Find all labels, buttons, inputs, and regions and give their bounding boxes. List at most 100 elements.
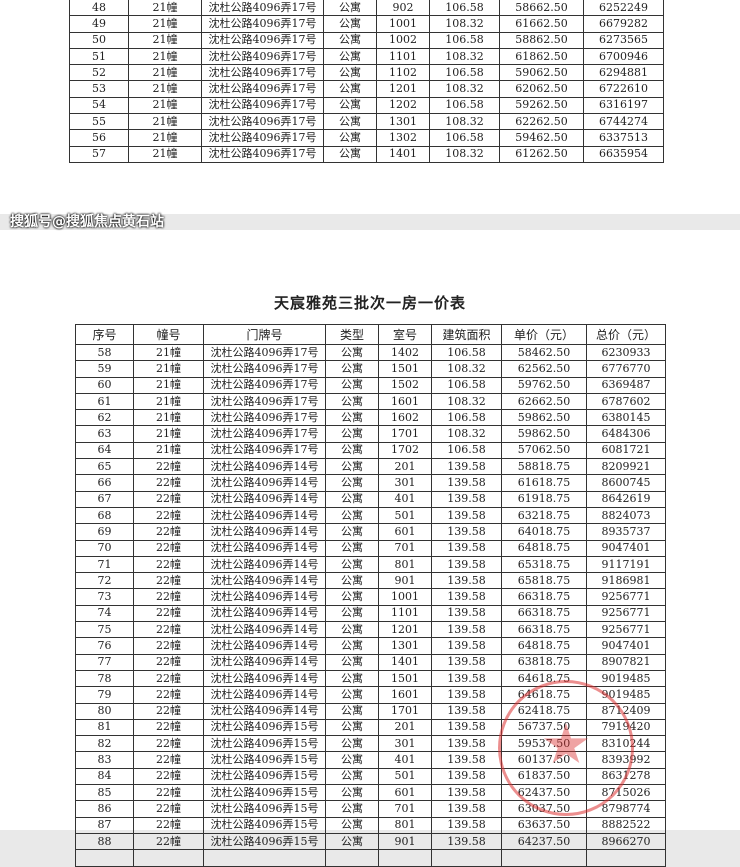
cell-total-price: 6380145 [586,409,666,427]
table-row-partial [75,849,666,867]
cell-room: 801 [378,816,432,834]
table-row: 85 22幢 沈杜公路4096弄15号 公寓 601 139.58 62437.50 8715… [75,784,666,802]
cell-total-price: 6337513 [583,129,664,147]
cell-unit-price: 65818.75 [501,572,587,590]
cell-room: 901 [378,832,432,851]
cell-total-price: 6744274 [583,113,664,131]
cell-area: 139.58 [431,800,502,818]
cell-area: 108.32 [429,80,500,98]
cell-serial: 61 [75,392,134,411]
table-row: 70 22幢 沈杜公路4096弄14号 公寓 701 139.58 64818.75 9047… [75,539,666,557]
cell-total-price: 6230933 [586,343,666,362]
cell-type: 公寓 [325,425,379,443]
cell-total-price: 6316197 [583,96,664,115]
cell-area: 139.58 [431,653,502,671]
price-table-page-2: 序号 幢号 门牌号 类型 室号 建筑面积 单价（元） 总价（元） 58 21幢 沈杜公路4096弄… [75,324,666,867]
cell-address: 沈杜公路4096弄14号 [203,474,326,492]
cell-area: 139.58 [431,604,502,623]
cell-building: 21幢 [128,47,202,66]
cell-room: 1001 [378,588,432,606]
cell-serial: 58 [75,343,134,362]
table-row: 69 22幢 沈杜公路4096弄14号 公寓 601 139.58 64018.75 8935… [75,523,666,541]
cell-type: 公寓 [325,474,379,492]
table-row: 73 22幢 沈杜公路4096弄14号 公寓 1001 139.58 66318.75 925… [75,588,666,606]
cell-serial: 60 [75,376,134,394]
cell-type: 公寓 [323,31,377,49]
cell-room: 201 [378,718,432,737]
cell-empty [378,849,432,867]
cell-type: 公寓 [325,702,379,720]
cell-area: 139.58 [431,458,502,476]
table-row: 58 21幢 沈杜公路4096弄17号 公寓 1402 106.58 58462.50 623… [75,343,666,362]
cell-room: 501 [378,506,432,525]
table-row: 67 22幢 沈杜公路4096弄14号 公寓 401 139.58 61918.75 8642… [75,490,666,508]
cell-serial: 59 [75,360,134,378]
cell-total-price: 8715026 [586,784,666,802]
cell-address: 沈杜公路4096弄17号 [201,64,324,82]
table-row: 78 22幢 沈杜公路4096弄14号 公寓 1501 139.58 64618.75 901… [75,669,666,688]
cell-total-price: 9047401 [586,637,666,655]
cell-total-price: 6635954 [583,145,664,163]
cell-serial: 83 [75,751,134,769]
cell-building: 22幢 [133,767,204,786]
cell-area: 139.58 [431,621,502,639]
table-row: 77 22幢 沈杜公路4096弄14号 公寓 1401 139.58 63818.75 890… [75,653,666,671]
cell-address: 沈杜公路4096弄14号 [203,621,326,639]
cell-unit-price: 59762.50 [501,376,587,394]
cell-unit-price: 61262.50 [499,145,584,163]
cell-serial: 51 [69,47,129,66]
cell-area: 108.32 [429,47,500,66]
cell-room: 902 [376,0,430,17]
header-unit-price: 单价（元） [501,324,587,345]
cell-building: 22幢 [133,735,204,753]
cell-serial: 62 [75,409,134,427]
cell-area: 139.58 [431,686,502,704]
cell-type: 公寓 [325,409,379,427]
cell-building: 22幢 [133,588,204,606]
cell-unit-price: 59062.50 [499,64,584,82]
cell-area: 106.58 [429,129,500,147]
watermark: 搜狐号@搜狐焦点黄石站 [10,214,164,230]
cell-unit-price: 62437.50 [501,784,587,802]
cell-type: 公寓 [325,523,379,541]
table-row: 81 22幢 沈杜公路4096弄15号 公寓 201 139.58 56737.50 7919… [75,718,666,737]
cell-address: 沈杜公路4096弄14号 [203,702,326,720]
cell-type: 公寓 [325,718,379,737]
cell-building: 22幢 [133,800,204,818]
cell-serial: 81 [75,718,134,737]
cell-total-price: 9186981 [586,572,666,590]
cell-room: 301 [378,474,432,492]
cell-address: 沈杜公路4096弄17号 [201,129,324,147]
price-table-page-1: 48 21幢 沈杜公路4096弄17号 公寓 902 106.58 58662.50 6252… [69,0,664,163]
cell-building: 22幢 [133,506,204,525]
cell-room: 1201 [376,80,430,98]
cell-building: 22幢 [133,702,204,720]
cell-unit-price: 66318.75 [501,588,587,606]
cell-area: 106.58 [429,0,500,17]
cell-area: 139.58 [431,669,502,688]
cell-building: 21幢 [133,409,204,427]
cell-address: 沈杜公路4096弄17号 [201,145,324,163]
cell-room: 1301 [376,113,430,131]
cell-type: 公寓 [325,572,379,590]
cell-address: 沈杜公路4096弄14号 [203,669,326,688]
table-row: 72 22幢 沈杜公路4096弄14号 公寓 901 139.58 65818.75 9186… [75,572,666,590]
cell-total-price: 6081721 [586,441,666,460]
table-row: 60 21幢 沈杜公路4096弄17号 公寓 1502 106.58 59762.50 636… [75,376,666,394]
cell-building: 21幢 [128,0,202,17]
cell-building: 22幢 [133,816,204,834]
cell-serial: 49 [69,15,129,33]
cell-empty [431,849,502,867]
cell-total-price: 9256771 [586,621,666,639]
cell-room: 201 [378,458,432,476]
cell-serial: 79 [75,686,134,704]
cell-unit-price: 61918.75 [501,490,587,508]
cell-building: 22幢 [133,523,204,541]
table-row: 63 21幢 沈杜公路4096弄17号 公寓 1701 108.32 59862.50 648… [75,425,666,443]
cell-address: 沈杜公路4096弄15号 [203,735,326,753]
cell-room: 601 [378,523,432,541]
cell-type: 公寓 [325,539,379,557]
cell-address: 沈杜公路4096弄14号 [203,539,326,557]
table-row: 56 21幢 沈杜公路4096弄17号 公寓 1302 106.58 59462.50 633… [69,129,664,147]
cell-area: 139.58 [431,637,502,655]
